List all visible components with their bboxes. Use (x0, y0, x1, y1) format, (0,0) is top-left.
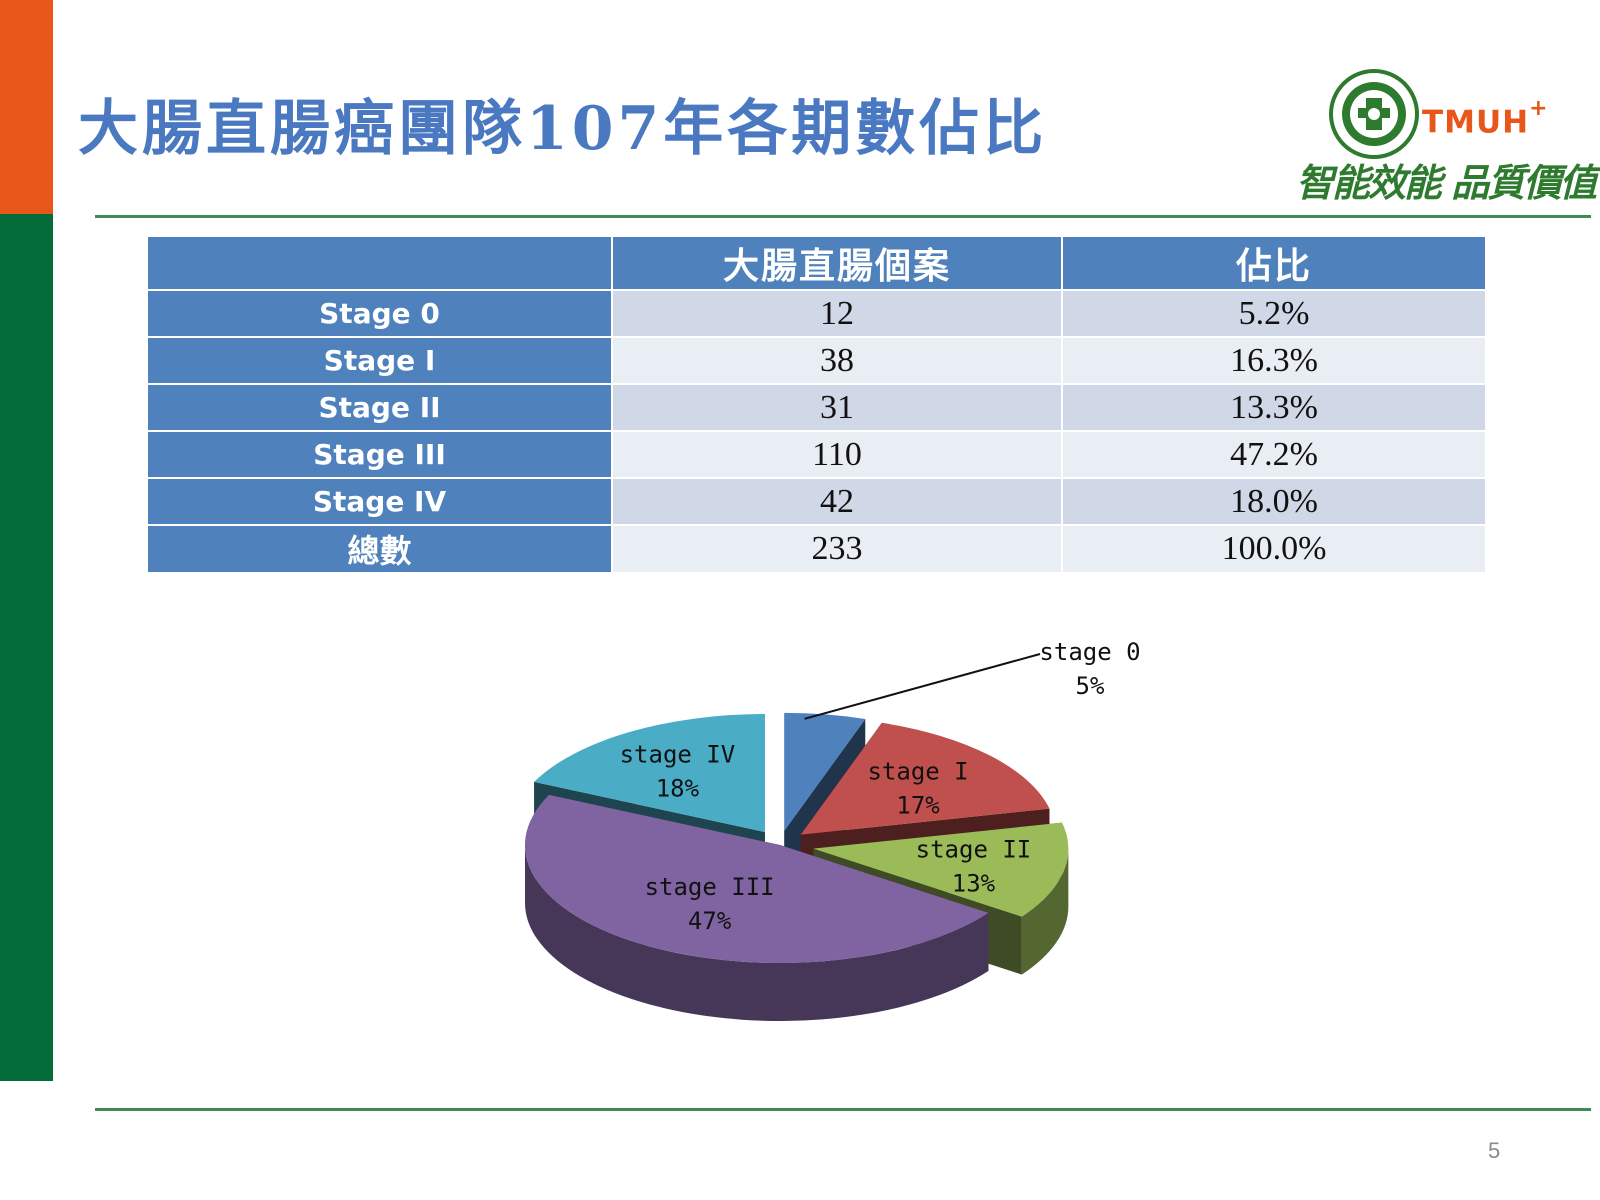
pie-slice (784, 712, 866, 831)
hospital-seal-icon (1329, 69, 1419, 159)
row-cases: 12 (611, 289, 1063, 338)
row-share: 16.3% (1061, 336, 1487, 385)
pie-slice (525, 794, 989, 963)
accent-bar-green (0, 214, 53, 1081)
pie-label-name: stage I (867, 758, 968, 786)
header-stage (146, 235, 613, 291)
row-cases: 110 (611, 430, 1063, 479)
table-header-row: 大腸直腸個案 佔比 (146, 235, 1487, 291)
pie-label-percent: 5% (1076, 672, 1105, 700)
pie-label-percent: 47% (688, 907, 732, 935)
pie-label-name: stage IV (620, 740, 736, 768)
row-cases: 31 (611, 383, 1063, 432)
row-label: Stage 0 (146, 289, 613, 338)
pie-leader-line (804, 653, 1041, 720)
accent-bar-orange (0, 0, 53, 214)
row-share: 47.2% (1061, 430, 1487, 479)
page-number: 5 (1488, 1138, 1501, 1163)
table-row-total: 總數 233 100.0% (146, 524, 1487, 574)
pie-slice-rim (1021, 848, 1069, 975)
pie-label-percent: 18% (656, 774, 700, 802)
stage-table: 大腸直腸個案 佔比 Stage 0 12 5.2% Stage I 38 16.… (146, 235, 1487, 574)
pie-label-percent: 17% (896, 792, 940, 820)
row-share: 13.3% (1061, 383, 1487, 432)
pie-label-name: stage 0 (1039, 640, 1140, 666)
header-cases: 大腸直腸個案 (611, 235, 1063, 291)
table-row: Stage IV 42 18.0% (146, 477, 1487, 526)
row-share: 5.2% (1061, 289, 1487, 338)
row-share: 100.0% (1061, 524, 1487, 574)
pie-label-name: stage III (645, 873, 775, 901)
row-share: 18.0% (1061, 477, 1487, 526)
tmuh-logo: TMUH+ 智能效能 品質價值 (1296, 64, 1597, 205)
pie-label-name: stage II (916, 835, 1032, 863)
row-label: Stage I (146, 336, 613, 385)
row-cases: 233 (611, 524, 1063, 574)
pie-labels: stage 0 5% stage I 17% stage II 13% stage III 4… (620, 640, 1141, 935)
row-cases: 38 (611, 336, 1063, 385)
table-row: Stage 0 12 5.2% (146, 289, 1487, 338)
row-cases: 42 (611, 477, 1063, 526)
pie-slice-rim (525, 845, 989, 1021)
pie-tops (525, 712, 1069, 963)
pie-slice (813, 822, 1069, 917)
pie-slice (800, 722, 1050, 835)
table-row: Stage I 38 16.3% (146, 336, 1487, 385)
logo-slogan: 智能效能 品質價值 (1296, 160, 1597, 205)
slide-title: 大腸直腸癌團隊107年各期數佔比 (78, 94, 1048, 164)
row-label: Stage III (146, 430, 613, 479)
table-row: Stage III 110 47.2% (146, 430, 1487, 479)
row-label: 總數 (146, 524, 613, 574)
row-label: Stage II (146, 383, 613, 432)
header-share: 佔比 (1061, 235, 1487, 291)
table-row: Stage II 31 13.3% (146, 383, 1487, 432)
row-label: Stage IV (146, 477, 613, 526)
pie-label-percent: 13% (952, 869, 996, 897)
stage-pie-chart: stage 0 5% stage I 17% stage II 13% stage III 4… (525, 640, 1141, 1021)
divider-bottom (95, 1108, 1591, 1111)
logo-brand: TMUH+ (1422, 96, 1549, 141)
divider-top (95, 215, 1591, 218)
pie-slice (534, 714, 765, 833)
